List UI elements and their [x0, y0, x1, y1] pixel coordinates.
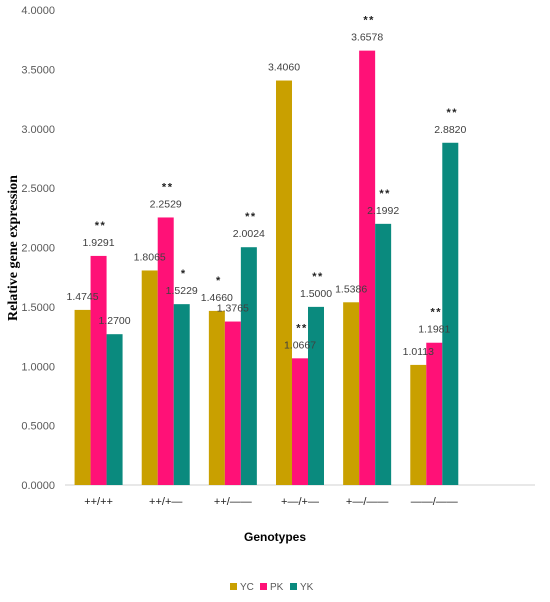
data-label: 1.0667 [284, 339, 316, 351]
significance-marker: ** [162, 181, 174, 193]
significance-markers: ******************** [95, 15, 459, 335]
data-label: 1.1981 [418, 324, 450, 336]
legend-swatch-yc [230, 583, 237, 590]
significance-marker: * [181, 268, 187, 280]
significance-marker: ** [312, 271, 324, 283]
significance-marker: * [216, 275, 222, 287]
legend: YC PK YK [230, 582, 314, 593]
data-label: 1.5000 [300, 288, 332, 300]
y-tick-label: 0.0000 [21, 480, 55, 492]
bar-pk [157, 217, 174, 485]
x-tick-label: ——/—— [411, 496, 458, 508]
bar-yk [375, 223, 392, 485]
x-tick-label: ++/+— [149, 496, 182, 508]
y-axis-label: Relative gene expression [6, 175, 21, 321]
x-tick-label: ++/—— [214, 496, 252, 508]
bar-yc [410, 364, 427, 485]
bar-yk [106, 334, 123, 485]
bar-yc [74, 309, 91, 485]
y-tick-label: 2.0000 [21, 243, 55, 255]
data-label: 1.0113 [403, 346, 434, 358]
bar-yc [141, 270, 158, 485]
y-tick-label: 3.0000 [21, 124, 55, 136]
bar-yc [276, 80, 292, 485]
bar-yk [308, 306, 324, 485]
legend-swatch-pk [260, 583, 267, 590]
bar-pk [426, 342, 443, 485]
y-axis-ticks: 0.0000 0.5000 1.0000 1.5000 2.0000 2.5000 3.00… [21, 5, 55, 492]
bar-pk [90, 255, 107, 485]
significance-marker: ** [363, 15, 375, 27]
x-axis-ticks: ++/++ ++/+— ++/—— +—/+— +—/—— ——/—— [84, 496, 458, 508]
significance-marker: ** [245, 211, 257, 223]
legend-label-yk: YK [300, 582, 314, 593]
significance-marker: ** [431, 307, 443, 319]
bar-yk [173, 304, 190, 485]
x-tick-label: +—/—— [346, 496, 388, 508]
significance-marker: ** [447, 107, 459, 119]
bars [74, 50, 459, 485]
data-label: 1.5229 [166, 285, 198, 297]
data-label: 1.3765 [217, 303, 249, 315]
y-tick-label: 0.5000 [21, 421, 55, 433]
data-label: 2.8820 [434, 124, 466, 136]
y-tick-label: 1.5000 [21, 302, 55, 314]
legend-label-pk: PK [270, 582, 284, 593]
data-label: 1.2700 [99, 315, 131, 327]
bar-yc [343, 302, 360, 485]
data-label: 3.6578 [351, 32, 383, 44]
y-tick-label: 3.5000 [21, 64, 55, 76]
bar-pk [224, 321, 241, 485]
bar-yc [208, 310, 225, 485]
bar-pk [292, 358, 308, 485]
x-axis-label: Genotypes [244, 530, 306, 544]
data-label: 1.4745 [67, 291, 99, 303]
data-label: 1.8065 [134, 251, 166, 263]
bar-yk [240, 247, 257, 485]
bar-yk [442, 142, 459, 485]
significance-marker: ** [95, 220, 107, 232]
data-label: 3.4060 [268, 62, 300, 74]
bar-pk [359, 50, 376, 485]
y-tick-label: 1.0000 [21, 361, 55, 373]
data-label: 2.2529 [150, 198, 182, 210]
significance-marker: ** [296, 322, 308, 334]
x-tick-label: +—/+— [281, 496, 319, 508]
significance-marker: ** [379, 188, 391, 200]
data-labels: 1.4745 1.9291 1.2700 1.8065 2.2529 1.52291.46… [67, 32, 467, 358]
y-tick-label: 4.0000 [21, 5, 55, 17]
data-label: 1.9291 [83, 237, 115, 249]
x-tick-label: ++/++ [84, 496, 113, 508]
data-label: 1.4660 [201, 292, 233, 304]
data-label: 1.5386 [335, 283, 367, 295]
legend-swatch-yk [290, 583, 297, 590]
data-label: 2.0024 [233, 228, 265, 240]
legend-label-yc: YC [240, 582, 254, 593]
data-label: 2.1992 [367, 205, 399, 217]
y-tick-label: 2.5000 [21, 183, 55, 195]
